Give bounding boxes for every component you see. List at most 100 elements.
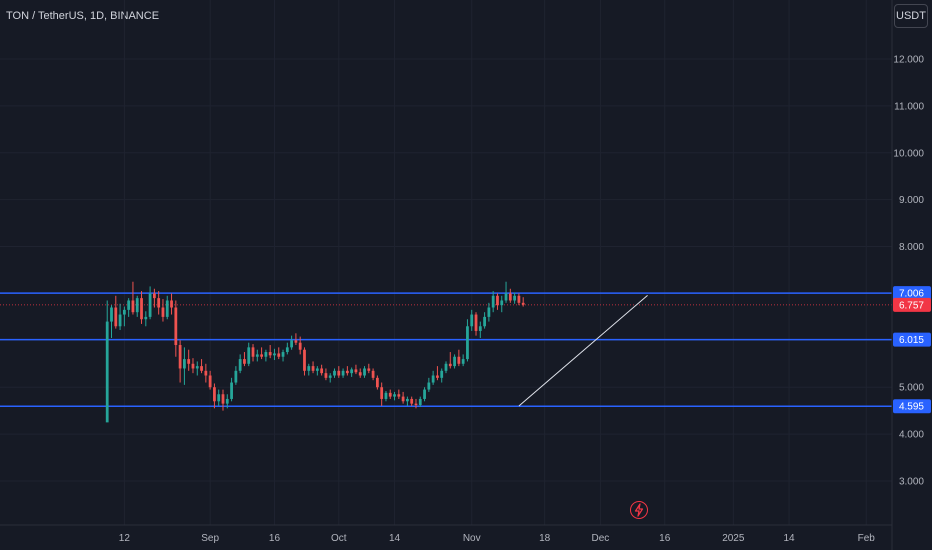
candle	[165, 295, 169, 320]
candle-body	[315, 368, 319, 371]
candle-body	[195, 366, 199, 369]
x-tick-label: 14	[784, 533, 796, 544]
candle	[440, 368, 444, 383]
candle-body	[208, 375, 212, 388]
candle-body	[234, 370, 238, 383]
candle	[157, 291, 161, 315]
level-price-label: 6.015	[893, 332, 931, 347]
candle	[135, 295, 139, 317]
x-tick-label: 16	[659, 533, 671, 544]
candle	[174, 300, 178, 357]
candle	[371, 368, 375, 381]
candle-body	[410, 398, 414, 404]
y-tick-label: 12.000	[893, 55, 924, 66]
candle-body	[174, 307, 178, 346]
candle	[427, 377, 431, 392]
candles	[105, 281, 525, 423]
candle-body	[440, 370, 444, 378]
candle	[431, 370, 435, 385]
candle-body	[273, 353, 276, 356]
candle	[384, 390, 388, 402]
candle-body	[324, 373, 328, 378]
candle	[208, 370, 212, 390]
y-axis: 3.0004.0005.0006.0007.0008.0009.00010.00…	[891, 0, 924, 550]
candle-body	[371, 370, 375, 378]
candle	[504, 281, 508, 303]
horizontal-levels	[0, 292, 892, 407]
candle-body	[431, 375, 435, 383]
candle	[517, 293, 521, 306]
candle-body	[401, 396, 405, 402]
candle-body	[414, 403, 418, 406]
candle-body	[423, 389, 426, 399]
candle	[200, 359, 203, 374]
candle-body	[135, 298, 139, 313]
candle	[298, 336, 302, 355]
y-tick-label: 9.000	[899, 195, 924, 206]
candle	[118, 303, 122, 331]
candle	[341, 368, 345, 378]
candle	[354, 364, 358, 375]
candle	[363, 366, 366, 378]
candle-body	[114, 307, 118, 327]
candle	[234, 366, 238, 385]
candle-body	[303, 349, 306, 371]
candle-body	[260, 354, 263, 357]
candle	[474, 312, 478, 336]
candle-body	[157, 298, 161, 308]
currency-button[interactable]: USDT	[894, 4, 928, 28]
candle	[277, 347, 281, 360]
candle-body	[110, 307, 113, 322]
x-tick-label: 12	[119, 533, 131, 544]
candle	[217, 389, 221, 406]
y-tick-label: 3.000	[899, 477, 924, 488]
x-tick-label: 18	[539, 533, 551, 544]
current-price-label: 6.757	[893, 297, 931, 312]
candle-body	[191, 363, 195, 369]
candle	[251, 344, 255, 362]
candle	[213, 383, 216, 409]
level-price-label-text: 7.006	[899, 289, 924, 300]
y-tick-label: 5.000	[899, 383, 924, 394]
candle	[105, 300, 109, 423]
trendline[interactable]	[518, 294, 648, 407]
candle-body	[165, 300, 169, 317]
candle-body	[418, 398, 422, 406]
candle-body	[281, 352, 285, 357]
candle	[350, 367, 354, 377]
candle-body	[170, 300, 173, 308]
symbol-title: TON / TetherUS, 1D, BINANCE	[6, 10, 160, 22]
candle	[324, 368, 328, 381]
candle-body	[513, 295, 517, 301]
candle	[131, 281, 135, 315]
trendline-line[interactable]	[518, 294, 648, 407]
x-axis: 12 Sep 16 Oct 14 Nov 18 Dec 16 2025 14 Feb	[0, 524, 892, 544]
lightning-icon[interactable]	[630, 501, 648, 519]
candle	[238, 354, 242, 374]
candle-body	[363, 368, 366, 376]
candle-body	[328, 375, 332, 378]
candle	[444, 361, 448, 374]
candle	[191, 358, 195, 374]
candle-body	[238, 359, 242, 371]
candle-body	[504, 293, 508, 301]
candle-body	[243, 359, 246, 364]
candle-body	[350, 369, 354, 374]
candle	[487, 302, 491, 322]
candle	[393, 391, 396, 401]
candle	[380, 382, 384, 406]
candle-body	[247, 347, 251, 364]
candle	[114, 295, 118, 329]
candle	[401, 391, 405, 404]
level-price-label-text: 4.595	[899, 402, 924, 413]
candle-body	[457, 356, 461, 364]
candle	[496, 293, 499, 310]
candle-body	[264, 352, 268, 357]
candle	[367, 363, 371, 374]
candle-body	[161, 307, 165, 317]
candle-body	[354, 369, 358, 373]
level-price-label-text: 6.015	[899, 335, 924, 346]
candle	[170, 293, 173, 315]
candle-body	[230, 382, 233, 399]
